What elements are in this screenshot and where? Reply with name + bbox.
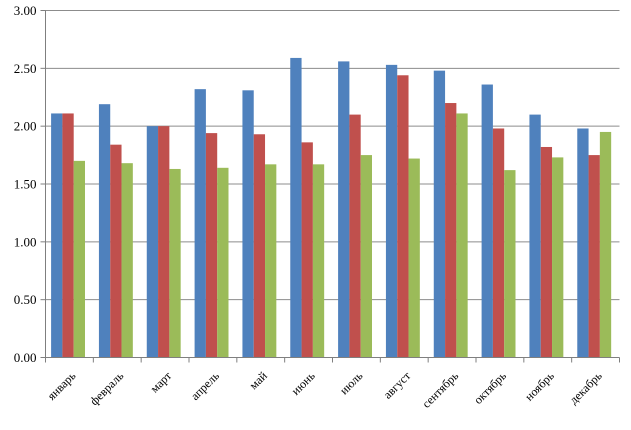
bar-red-август xyxy=(397,75,409,358)
bar-red-март xyxy=(158,126,170,358)
bar-green-март xyxy=(169,168,181,358)
y-axis-tick-label: 1.50 xyxy=(14,177,37,192)
x-axis-label-сентябрь: сентябрь xyxy=(419,368,461,410)
bar-red-сентябрь xyxy=(445,103,457,358)
bar-green-июнь xyxy=(312,164,325,358)
x-axis-label-апрель: апрель xyxy=(188,368,223,403)
bar-blue-июль xyxy=(338,61,350,358)
bar-green-ноябрь xyxy=(552,157,564,358)
bar-blue-апрель xyxy=(194,89,206,358)
bar-green-январь xyxy=(73,160,85,358)
bar-blue-ноябрь xyxy=(529,114,541,358)
bar-blue-январь xyxy=(51,113,63,358)
y-axis-tick-label: 2.50 xyxy=(14,61,37,76)
bar-red-июль xyxy=(349,114,361,358)
bar-red-декабрь xyxy=(588,155,600,358)
bar-green-февраль xyxy=(121,163,133,358)
x-axis-label-ноябрь: ноябрь xyxy=(522,368,557,403)
y-axis-tick-label: 2.00 xyxy=(14,119,37,134)
bar-red-ноябрь xyxy=(540,146,553,358)
bar-red-февраль xyxy=(110,144,122,358)
x-axis-label-октябрь: октябрь xyxy=(471,368,509,406)
bar-red-октябрь xyxy=(492,128,505,358)
bar-green-май xyxy=(265,164,277,358)
x-axis-label-февраль: февраль xyxy=(87,368,127,408)
bar-blue-июнь xyxy=(290,57,302,358)
bar-green-апрель xyxy=(217,167,229,358)
bar-green-сентябрь xyxy=(456,113,468,358)
y-axis-tick-label: 0.00 xyxy=(14,350,37,365)
bar-blue-март xyxy=(146,126,159,358)
bar-green-август xyxy=(408,158,420,358)
x-axis-label-июль: июль xyxy=(337,368,366,397)
bar-blue-октябрь xyxy=(481,84,493,358)
bar-red-июнь xyxy=(301,142,313,358)
x-axis-label-август: август xyxy=(381,368,414,401)
bar-blue-август xyxy=(385,64,398,358)
bar-blue-сентябрь xyxy=(433,70,446,358)
bar-red-май xyxy=(253,134,266,358)
bar-blue-декабрь xyxy=(577,128,589,358)
bar-red-апрель xyxy=(205,133,218,358)
y-axis-tick-label: 0.50 xyxy=(14,292,37,307)
y-axis-tick-label: 3.00 xyxy=(14,3,37,18)
bar-green-октябрь xyxy=(504,170,516,358)
x-axis-label-декабрь: декабрь xyxy=(567,368,606,407)
y-axis-tick-label: 1.00 xyxy=(14,234,37,249)
x-axis-label-январь: январь xyxy=(44,368,78,402)
x-axis-label-март: март xyxy=(147,368,174,395)
bar-red-январь xyxy=(62,113,74,358)
bar-green-декабрь xyxy=(599,131,612,358)
x-axis-label-май: май xyxy=(246,368,270,392)
bar-blue-май xyxy=(242,90,254,358)
x-axis-label-июнь: июнь xyxy=(289,368,319,398)
bar-blue-февраль xyxy=(98,104,111,358)
bar-green-июль xyxy=(360,155,372,358)
